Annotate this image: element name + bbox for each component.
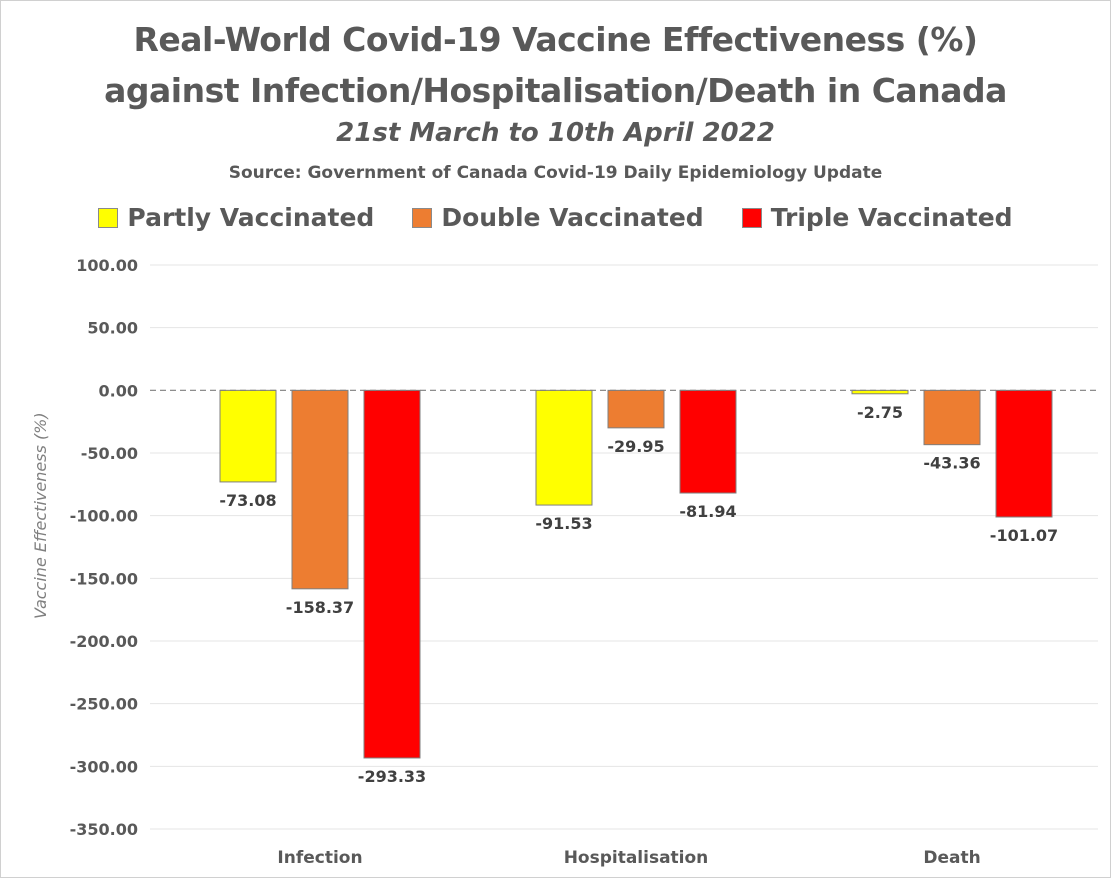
legend-item-double-vaccinated: Double Vaccinated [412, 203, 704, 232]
data-label: -293.33 [358, 767, 426, 786]
data-label: -101.07 [990, 526, 1058, 545]
legend-item-partly-vaccinated: Partly Vaccinated [98, 203, 374, 232]
chart-title-line-2: against Infection/Hospitalisation/Death … [104, 71, 1007, 110]
y-tick-label: -300.00 [70, 757, 138, 776]
bar-triple-vaccinated-death [995, 389, 1053, 518]
legend-swatch-partly-vaccinated [98, 207, 119, 228]
bar-partly-vaccinated-hospitalisation [535, 389, 593, 506]
y-tick-label: -350.00 [70, 820, 138, 839]
y-tick-label: -250.00 [70, 695, 138, 714]
bar-triple-vaccinated-hospitalisation [679, 389, 737, 494]
data-label: -91.53 [535, 514, 592, 533]
chart-source: Source: Government of Canada Covid-19 Da… [228, 163, 883, 183]
bar-double-vaccinated-infection [291, 389, 349, 590]
legend-label-partly-vaccinated: Partly Vaccinated [127, 203, 375, 232]
chart-legend: Partly Vaccinated Double Vaccinated Trip… [0, 203, 1111, 232]
bar-double-vaccinated-hospitalisation [607, 389, 665, 429]
legend-swatch-double-vaccinated [412, 207, 433, 228]
y-tick-label: 100.00 [76, 256, 138, 275]
x-category-label: Hospitalisation [564, 848, 709, 868]
bar-double-vaccinated-death [923, 389, 981, 446]
y-axis-title: Vaccine Effectiveness (%) [31, 412, 50, 619]
data-label: -81.94 [679, 502, 736, 521]
y-tick-label: -100.00 [70, 507, 138, 526]
data-label: -73.08 [219, 491, 276, 510]
y-tick-label: 50.00 [87, 319, 138, 338]
chart-title: Real-World Covid-19 Vaccine Effectivenes… [133, 20, 978, 59]
x-category-label: Death [923, 848, 980, 868]
y-tick-label: -50.00 [81, 444, 138, 463]
data-label: -29.95 [607, 437, 664, 456]
y-tick-label: -200.00 [70, 632, 138, 651]
y-tick-label: 0.00 [99, 381, 138, 400]
x-category-label: Infection [277, 848, 362, 868]
chart-subtitle: 21st March to 10th April 2022 [336, 118, 775, 148]
bar-triple-vaccinated-infection [363, 389, 421, 759]
legend-swatch-triple-vaccinated [741, 207, 762, 228]
legend-item-triple-vaccinated: Triple Vaccinated [741, 203, 1013, 232]
data-label: -2.75 [857, 403, 903, 422]
y-tick-label: -150.00 [70, 569, 138, 588]
data-label: -43.36 [923, 454, 980, 473]
data-label: -158.37 [286, 598, 354, 617]
legend-label-double-vaccinated: Double Vaccinated [441, 203, 704, 232]
legend-label-triple-vaccinated: Triple Vaccinated [770, 203, 1013, 232]
bar-partly-vaccinated-infection [219, 389, 277, 483]
